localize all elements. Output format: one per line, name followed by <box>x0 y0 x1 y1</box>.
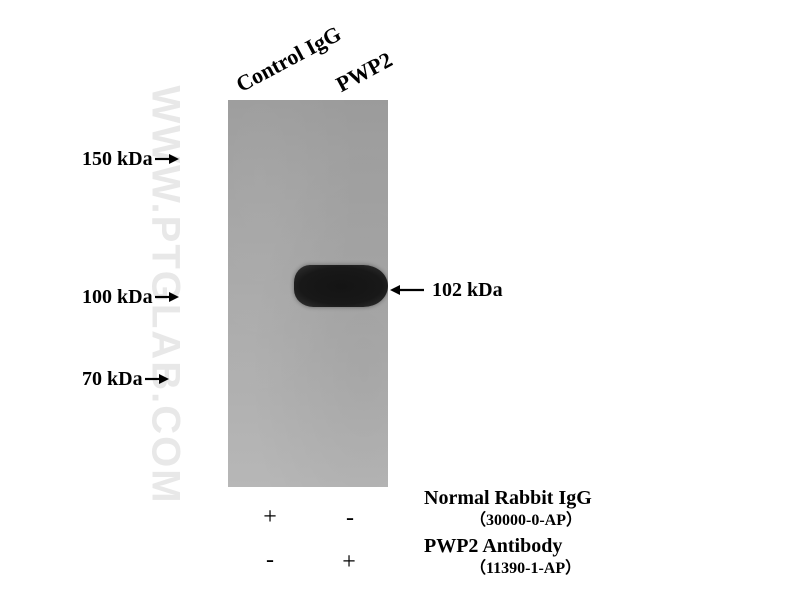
legend-row2-lane1-sign: - <box>266 547 274 573</box>
protein-band-pwp2 <box>294 265 388 307</box>
legend-row1-lane2-sign: - <box>346 505 354 531</box>
marker-label: 150 kDa <box>82 147 153 170</box>
legend-normal-rabbit-igg: Normal Rabbit IgG <box>424 487 592 509</box>
right-arrow-icon <box>144 374 169 384</box>
marker-label: 70 kDa <box>82 367 143 390</box>
lane-label-control-igg: Control IgG <box>231 20 346 97</box>
band-size-callout: 102 kDa <box>390 278 503 302</box>
band-size-label: 102 kDa <box>432 278 503 301</box>
legend-row1-lane1-sign: + <box>263 504 277 530</box>
marker-100kda: 100 kDa <box>82 285 179 309</box>
legend-row2-lane2-sign: + <box>342 549 356 575</box>
marker-150kda: 150 kDa <box>82 147 179 171</box>
right-arrow-icon <box>154 292 179 302</box>
marker-70kda: 70 kDa <box>82 367 169 391</box>
right-arrow-icon <box>154 154 179 164</box>
left-arrow-icon <box>390 285 424 295</box>
legend-pwp2-antibody: PWP2 Antibody <box>424 535 563 557</box>
legend-pwp2-antibody-code: （11390-1-AP） <box>470 560 582 577</box>
legend-normal-rabbit-igg-code: （30000-0-AP） <box>470 512 582 529</box>
lane-label-pwp2: PWP2 <box>331 46 397 97</box>
western-blot-membrane <box>228 100 388 487</box>
marker-label: 100 kDa <box>82 285 153 308</box>
